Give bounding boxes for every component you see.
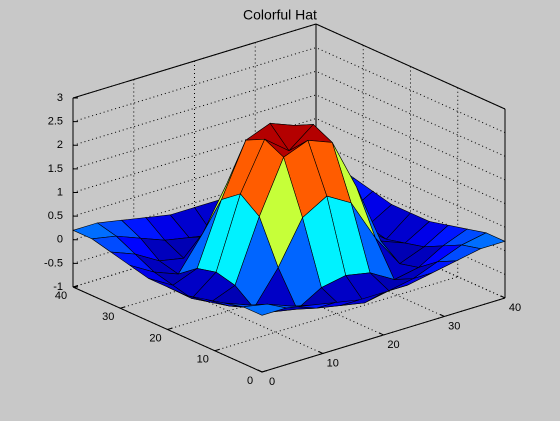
tick-mark (257, 369, 263, 373)
z-tick-label: 0 (57, 234, 63, 246)
grid-line (315, 141, 506, 228)
z-tick-label: -0.5 (44, 257, 63, 269)
tick-mark (120, 306, 126, 309)
tick-mark (379, 332, 384, 336)
z-tick-label: -1 (53, 281, 63, 293)
x-tick-label: 30 (448, 320, 460, 332)
tick-mark (72, 285, 79, 288)
y-tick-label: 0 (247, 375, 253, 387)
x-tick-label: 10 (327, 357, 339, 369)
z-tick-label: 1 (57, 186, 63, 198)
z-tick-label: 0.5 (48, 210, 63, 222)
tick-mark (440, 314, 445, 317)
grid-line (315, 70, 506, 157)
surface-patch (241, 303, 287, 316)
grid-line (315, 47, 506, 134)
axis-line (315, 23, 506, 110)
tick-mark (318, 351, 323, 354)
y-tick-label: 20 (149, 332, 161, 344)
x-tick-label: 0 (269, 376, 275, 388)
x-tick-label: 20 (387, 339, 399, 351)
chart-title: Colorful Hat (243, 7, 317, 23)
tick-mark (261, 370, 268, 373)
grid-line (315, 118, 506, 204)
tick-mark (167, 327, 173, 330)
grid-line (315, 94, 506, 181)
y-tick-label: 30 (102, 311, 114, 323)
z-tick-label: 1.5 (48, 163, 63, 175)
z-tick-label: 3 (57, 92, 63, 104)
axis-line (72, 23, 317, 99)
tick-mark (214, 348, 220, 352)
tick-mark (500, 295, 506, 299)
x-tick-label: 40 (509, 302, 521, 314)
z-tick-label: 2 (57, 139, 63, 151)
y-tick-label: 40 (55, 290, 67, 302)
z-tick-label: 2.5 (48, 116, 63, 128)
y-tick-label: 10 (197, 354, 209, 366)
